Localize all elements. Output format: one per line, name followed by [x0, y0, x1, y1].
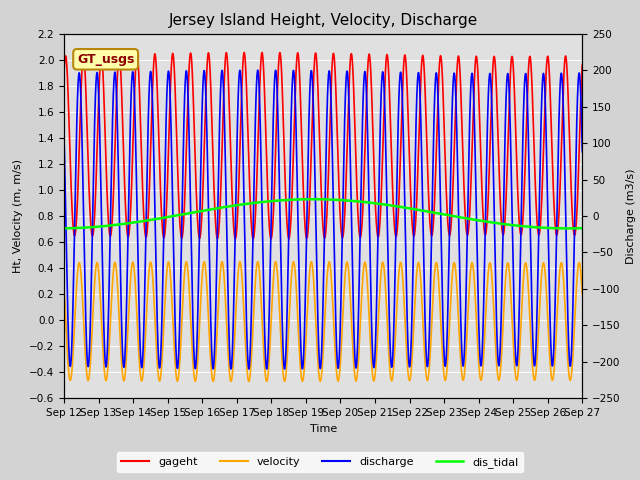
Title: Jersey Island Height, Velocity, Discharge: Jersey Island Height, Velocity, Discharg…	[168, 13, 478, 28]
discharge	[245, 366, 253, 372]
dis_tidal	[564, 226, 572, 231]
Y-axis label: Ht, Velocity (m, m/s): Ht, Velocity (m, m/s)	[13, 159, 24, 273]
velocity	[205, 320, 212, 326]
dis_tidal	[383, 202, 390, 208]
velocity	[374, 332, 381, 338]
gageht	[205, 50, 212, 56]
gageht	[579, 64, 586, 70]
discharge	[254, 67, 262, 73]
dis_tidal	[579, 225, 586, 231]
X-axis label: Time: Time	[310, 424, 337, 433]
gageht	[249, 236, 257, 241]
dis_tidal	[529, 224, 537, 230]
Y-axis label: Discharge (m3/s): Discharge (m3/s)	[626, 168, 636, 264]
discharge	[171, 316, 179, 322]
discharge	[529, 349, 537, 355]
discharge	[383, 191, 390, 196]
discharge	[374, 250, 381, 256]
gageht	[60, 70, 68, 76]
gageht	[171, 84, 179, 90]
Line: gageht: gageht	[64, 52, 582, 239]
velocity	[383, 308, 390, 314]
dis_tidal	[374, 201, 381, 206]
Line: discharge: discharge	[64, 70, 582, 369]
velocity	[245, 379, 253, 384]
velocity	[254, 259, 262, 264]
gageht	[258, 49, 266, 55]
discharge	[579, 143, 586, 148]
velocity	[529, 372, 537, 378]
gageht	[383, 52, 390, 58]
velocity	[171, 359, 179, 364]
dis_tidal	[60, 226, 68, 231]
velocity	[579, 289, 586, 295]
velocity	[60, 284, 68, 289]
gageht	[529, 120, 537, 126]
Line: dis_tidal: dis_tidal	[64, 199, 582, 228]
gageht	[374, 233, 381, 239]
dis_tidal	[579, 225, 586, 231]
discharge	[205, 220, 212, 226]
discharge	[579, 149, 586, 155]
dis_tidal	[205, 207, 212, 213]
velocity	[579, 291, 586, 297]
gageht	[579, 62, 586, 68]
Text: GT_usgs: GT_usgs	[77, 53, 134, 66]
dis_tidal	[309, 196, 317, 202]
dis_tidal	[171, 213, 179, 218]
Line: velocity: velocity	[64, 262, 582, 382]
Legend: gageht, velocity, discharge, dis_tidal: gageht, velocity, discharge, dis_tidal	[117, 452, 523, 472]
discharge	[60, 130, 68, 136]
